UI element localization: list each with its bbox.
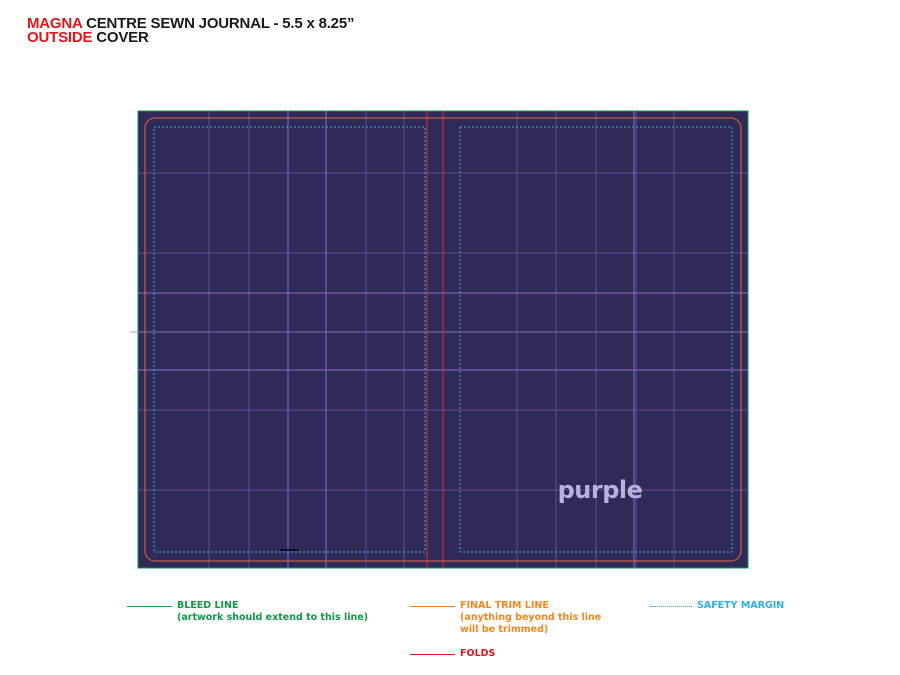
safety-margin-legend: SAFETY MARGIN: [697, 600, 784, 612]
trim-line-note-1: (anything beyond this line: [460, 612, 602, 623]
bleed-line-legend: BLEED LINE (artwork should extend to thi…: [177, 600, 368, 624]
product-name: CENTRE SEWN JOURNAL - 5.5 x 8.25”: [86, 15, 355, 32]
safety-margins: [153, 126, 733, 553]
cover-side: OUTSIDE: [27, 29, 93, 46]
trim-line-label: FINAL TRIM LINE: [460, 600, 549, 611]
safety-margin-label: SAFETY MARGIN: [697, 600, 785, 611]
spine-mark: [280, 549, 298, 551]
title-line-2: OUTSIDE COVER: [27, 29, 354, 46]
template-title: MAGNA CENTRE SEWN JOURNAL - 5.5 x 8.25” …: [27, 15, 355, 46]
trim-line-legend: FINAL TRIM LINE (anything beyond this li…: [460, 600, 601, 636]
safety-margin-swatch: [650, 606, 692, 607]
bleed-line-swatch: [127, 606, 172, 607]
fold-lines: [426, 111, 444, 568]
folds-label: FOLDS: [460, 648, 496, 659]
bleed-line-note: (artwork should extend to this line): [177, 612, 369, 623]
folds-legend: FOLDS: [460, 648, 495, 660]
safety-margin-front: [459, 126, 733, 553]
title-line-1: MAGNA CENTRE SEWN JOURNAL - 5.5 x 8.25”: [27, 15, 355, 32]
trim-line: [144, 117, 742, 562]
trim-line-note-2: will be trimmed): [460, 624, 549, 635]
bleed-line-label: BLEED LINE: [177, 600, 239, 611]
trim-line-swatch: [410, 606, 455, 607]
brand-name: MAGNA: [27, 15, 83, 32]
purple-logo: purple: [558, 476, 643, 504]
folds-swatch: [410, 654, 455, 655]
guide-grid: [138, 111, 748, 568]
cover-label: COVER: [96, 29, 149, 46]
